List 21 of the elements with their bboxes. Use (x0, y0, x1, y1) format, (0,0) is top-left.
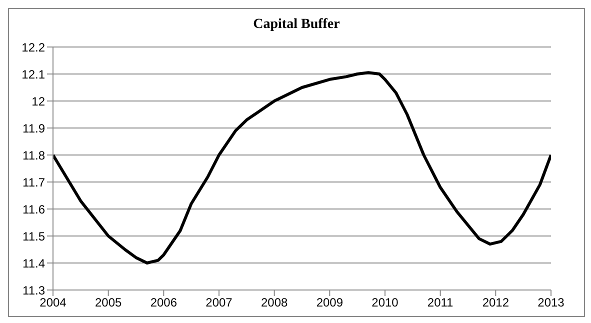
y-tick-label: 12 (32, 94, 46, 108)
x-tick-label: 2011 (427, 296, 454, 310)
x-tick-label: 2012 (482, 296, 510, 310)
y-tick-label: 11.4 (22, 256, 46, 270)
x-tick-label: 2009 (316, 296, 344, 310)
y-tick-label: 11.8 (22, 148, 46, 162)
x-tick-label: 2005 (94, 296, 122, 310)
x-tick-label: 2013 (538, 296, 565, 310)
y-tick-label: 11.5 (22, 229, 46, 244)
x-tick-label: 2006 (150, 296, 178, 310)
y-tick-label: 11.6 (22, 202, 46, 216)
y-tick-label: 12.2 (22, 40, 46, 54)
y-tick-label: 11.9 (22, 121, 46, 136)
x-tick-label: 2004 (40, 296, 67, 310)
y-tick-label: 12.1 (22, 67, 46, 82)
chart-title: Capital Buffer (252, 17, 341, 34)
x-tick-label: 2008 (260, 296, 288, 310)
y-tick-label: 11.7 (22, 175, 46, 190)
y-tick-label: 11.3 (22, 283, 46, 298)
x-tick-label: 2010 (372, 296, 399, 310)
x-tick-label: 2007 (206, 296, 233, 310)
